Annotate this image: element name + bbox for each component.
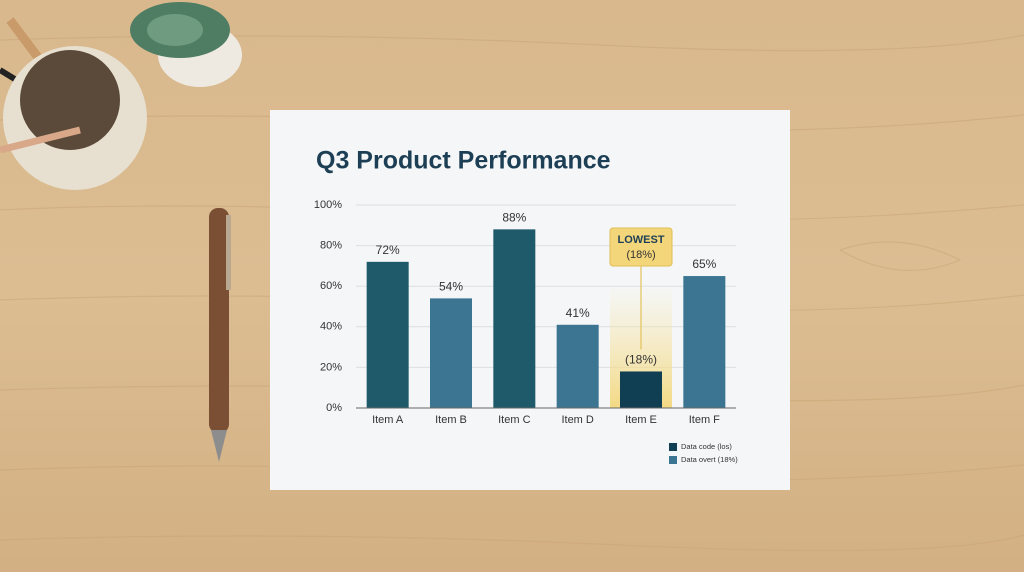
y-tick-label: 100%: [314, 199, 342, 211]
legend-label: Data code (los): [681, 442, 732, 451]
bar: [430, 298, 472, 408]
value-label: 41%: [566, 306, 590, 320]
callout-title: LOWEST: [617, 234, 664, 246]
callout-value: (18%): [626, 249, 655, 261]
callout-box: [609, 227, 673, 267]
value-label: 88%: [502, 211, 526, 225]
pencil-cup: [0, 17, 147, 190]
x-tick-label: Item B: [435, 414, 467, 426]
legend-swatch: [669, 456, 677, 464]
y-tick-label: 40%: [320, 321, 342, 333]
y-tick-label: 0%: [326, 402, 342, 414]
bar: [683, 276, 726, 408]
bar: [493, 229, 536, 408]
x-tick-label: Item C: [498, 414, 530, 426]
y-tick-label: 80%: [320, 240, 342, 252]
bar: [620, 371, 662, 408]
value-label: 72%: [376, 243, 400, 257]
chart-title: Q3 Product Performance: [316, 147, 611, 175]
value-label: 54%: [439, 280, 463, 294]
pen: [209, 208, 231, 462]
y-tick-label: 60%: [320, 280, 342, 292]
value-label: (18%): [625, 353, 657, 367]
x-tick-label: Item A: [372, 414, 404, 426]
legend-swatch: [669, 443, 677, 451]
value-label: 65%: [692, 257, 716, 271]
x-tick-label: Item E: [625, 414, 657, 426]
x-tick-label: Item D: [561, 414, 593, 426]
x-tick-label: Item F: [689, 414, 720, 426]
bar: [366, 261, 409, 408]
bar: [556, 324, 599, 408]
succulent: [130, 2, 242, 87]
legend-label: Data overt (18%): [681, 455, 738, 464]
y-tick-label: 20%: [320, 361, 342, 373]
